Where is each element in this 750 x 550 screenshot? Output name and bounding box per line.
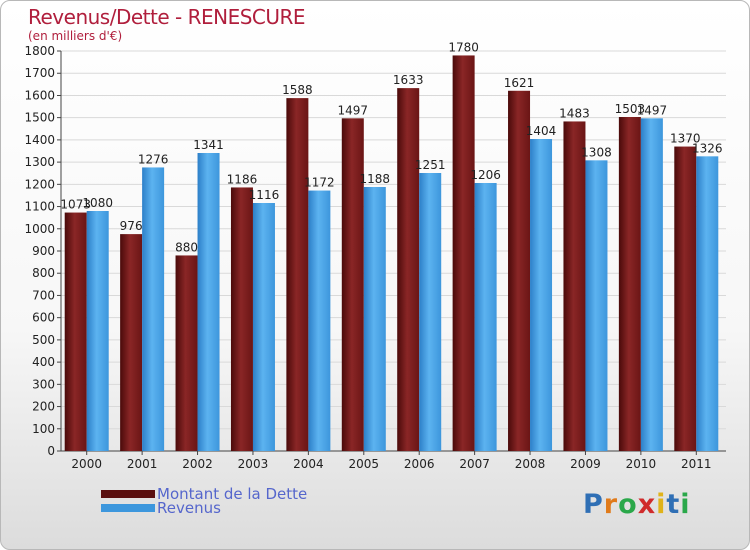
legend-label-revenus: Revenus (157, 499, 221, 517)
bar-revenus (197, 153, 220, 451)
data-label-revenus: 1404 (526, 124, 557, 138)
y-tick-label: 1600 (24, 88, 55, 102)
data-label-revenus: 1341 (193, 138, 224, 152)
y-tick-label: 1200 (24, 177, 55, 191)
x-tick-label: 2002 (182, 457, 213, 471)
data-label-revenus: 1251 (415, 158, 446, 172)
data-label-dette: 1503 (615, 102, 646, 116)
y-tick-label: 600 (32, 311, 55, 325)
data-label-revenus: 1206 (470, 168, 501, 182)
legend: Montant de la Dette Revenus (101, 485, 308, 517)
x-tick-label: 2006 (404, 457, 435, 471)
proxiti-logo: Proxiti (583, 489, 691, 520)
bar-dette (508, 90, 531, 452)
data-label-dette: 1370 (670, 132, 701, 146)
bar-dette (286, 98, 309, 451)
chart-title: Revenus/Dette - RENESCURE (28, 5, 306, 29)
x-tick-label: 2011 (681, 457, 712, 471)
y-tick-label: 1100 (24, 200, 55, 214)
data-label-revenus: 1326 (692, 141, 723, 155)
x-tick-label: 2004 (293, 457, 324, 471)
data-label-dette: 1621 (504, 76, 535, 90)
y-tick-label: 700 (32, 288, 55, 302)
bar-dette (120, 234, 143, 451)
bar-revenus (86, 211, 109, 451)
bar-revenus (640, 118, 663, 451)
x-tick-label: 2003 (238, 457, 269, 471)
bar-revenus (142, 167, 165, 451)
data-label-revenus: 1188 (360, 172, 391, 186)
bar-revenus (419, 173, 442, 451)
y-tick-label: 1500 (24, 111, 55, 125)
bar-dette (230, 187, 253, 451)
data-label-dette: 880 (175, 240, 198, 254)
data-label-revenus: 1080 (82, 196, 113, 210)
data-label-dette: 1186 (227, 172, 258, 186)
y-tick-label: 100 (32, 422, 55, 436)
data-label-revenus: 1497 (637, 103, 668, 117)
bar-revenus (363, 187, 386, 451)
y-tick-label: 200 (32, 400, 55, 414)
data-label-dette: 1483 (559, 106, 590, 120)
bar-dette (618, 117, 641, 451)
legend-swatch-revenus (101, 504, 155, 512)
bar-dette (674, 146, 697, 452)
bar-dette (452, 55, 475, 451)
y-tick-label: 1300 (24, 155, 55, 169)
data-label-dette: 976 (120, 219, 143, 233)
data-label-dette: 1633 (393, 73, 424, 87)
bar-revenus (585, 160, 608, 452)
data-label-revenus: 1308 (581, 145, 612, 159)
x-tick-label: 2008 (515, 457, 546, 471)
bar-dette (64, 212, 87, 451)
legend-item-dette: Montant de la Dette (101, 485, 308, 503)
x-tick-label: 2000 (71, 457, 102, 471)
bar-revenus (252, 203, 275, 451)
x-tick-label: 2010 (626, 457, 657, 471)
bar-dette (397, 88, 420, 451)
y-tick-label: 1400 (24, 133, 55, 147)
data-label-revenus: 1116 (249, 188, 280, 202)
y-tick-label: 400 (32, 355, 55, 369)
y-tick-label: 800 (32, 266, 55, 280)
data-label-dette: 1073 (60, 198, 91, 212)
chart-subtitle: (en milliers d'€) (28, 29, 123, 43)
y-tick-label: 500 (32, 333, 55, 347)
y-tick-label: 1800 (24, 44, 55, 58)
x-tick-label: 2001 (127, 457, 158, 471)
data-label-revenus: 1276 (138, 152, 169, 166)
data-label-dette: 1497 (338, 103, 369, 117)
y-tick-label: 0 (47, 444, 55, 458)
legend-swatch-dette (101, 490, 155, 498)
legend-label-dette: Montant de la Dette (157, 485, 308, 503)
bar-revenus (696, 156, 719, 452)
data-label-revenus: 1172 (304, 176, 335, 190)
bar-revenus (308, 190, 331, 452)
x-tick-label: 2007 (459, 457, 490, 471)
bar-dette (175, 255, 198, 451)
x-tick-label: 2009 (570, 457, 601, 471)
y-tick-label: 1700 (24, 66, 55, 80)
y-tick-label: 300 (32, 377, 55, 391)
legend-item-revenus: Revenus (101, 499, 307, 517)
x-tick-label: 2005 (349, 457, 380, 471)
y-tick-label: 900 (32, 244, 55, 258)
bar-revenus (530, 139, 553, 451)
y-tick-label: 1000 (24, 222, 55, 236)
bar-dette (341, 118, 364, 451)
data-label-dette: 1780 (448, 40, 479, 54)
bar-revenus (474, 183, 497, 451)
bar-dette (563, 121, 586, 451)
data-label-dette: 1588 (282, 83, 313, 97)
